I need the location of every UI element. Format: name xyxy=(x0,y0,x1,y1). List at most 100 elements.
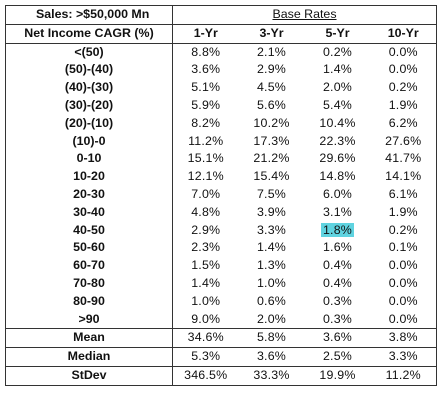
table-cell: 1.4% xyxy=(256,240,287,255)
table-cell: 5.8% xyxy=(238,328,305,348)
table-cell: 12.1% xyxy=(187,169,224,184)
row-header: Net Income CAGR (%) xyxy=(5,24,173,44)
table-cell: 15.4% xyxy=(253,169,290,184)
table-cell: 0.4% xyxy=(322,258,353,273)
table-cell: 1.0% xyxy=(191,293,221,308)
table-row: 70-80 1.4% 1.0% 0.4% 0.0% xyxy=(5,274,437,293)
highlighted-cell-value: 1.8% xyxy=(320,222,355,237)
table-row: 30-40 4.8% 3.9% 3.1% 1.9% xyxy=(5,203,437,222)
table-row: 20-30 7.0% 7.5% 6.0% 6.1% xyxy=(5,185,437,204)
table-row: (30)-(20) 5.9% 5.6% 5.4% 1.9% xyxy=(5,96,437,115)
table-cell: 2.9% xyxy=(191,222,221,237)
table-cell: 6.1% xyxy=(388,186,418,201)
table-cell: 21.2% xyxy=(253,151,290,166)
table-cell: 0.2% xyxy=(388,222,418,237)
table-cell: 1.8% xyxy=(305,222,371,240)
row-label: 30-40 xyxy=(5,203,173,222)
stat-row: StDev 346.5% 33.3% 19.9% 11.2% xyxy=(5,365,437,386)
stat-label: StDev xyxy=(5,365,173,386)
table-cell: 11.2% xyxy=(188,133,224,148)
table-cell: 4.5% xyxy=(256,80,287,95)
table-cell: 17.3% xyxy=(253,133,290,148)
table-row: (50)-(40) 3.6% 2.9% 1.4% 0.0% xyxy=(5,61,437,80)
table-row: 10-20 12.1% 15.4% 14.8% 14.1% xyxy=(5,168,437,186)
row-label: (30)-(20) xyxy=(5,96,173,115)
row-label: 0-10 xyxy=(5,150,173,169)
table-cell: 29.6% xyxy=(319,151,356,166)
table-cell: 15.1% xyxy=(187,151,224,166)
table-cell: 2.9% xyxy=(256,62,287,77)
table-cell: 33.3% xyxy=(238,365,305,386)
table-cell: 7.0% xyxy=(191,186,221,201)
table-cell: 3.8% xyxy=(370,328,437,348)
table-cell: 0.6% xyxy=(256,293,287,308)
table-cell: 4.8% xyxy=(191,204,221,219)
table-cell: 5.3% xyxy=(172,347,239,367)
table-cell: 346.5% xyxy=(172,365,239,386)
table-cell: 14.1% xyxy=(385,169,422,184)
stat-row: Median 5.3% 3.6% 2.5% 3.3% xyxy=(5,347,437,367)
table-cell: 1.5% xyxy=(191,258,221,273)
row-label: (50)-(40) xyxy=(5,61,173,80)
table-cell: 0.0% xyxy=(388,293,418,308)
row-label: 80-90 xyxy=(5,292,173,311)
table-cell: 0.4% xyxy=(322,275,353,290)
table-cell: 1.3% xyxy=(256,258,287,273)
table-row: >90 9.0% 2.0% 0.3% 0.0% xyxy=(5,310,437,329)
table-cell: 2.3% xyxy=(191,240,221,255)
table-cell: 0.2% xyxy=(388,80,418,95)
table-cell: 0.3% xyxy=(322,293,353,308)
table-cell: 6.2% xyxy=(388,115,418,130)
table-cell: 3.3% xyxy=(256,222,287,237)
table-cell: 0.0% xyxy=(388,62,418,77)
header-row-title: Sales: >$50,000 Mn Base Rates xyxy=(5,5,437,25)
table-cell: 2.5% xyxy=(304,347,371,367)
table-cell: 2.0% xyxy=(256,311,287,326)
table-cell: 7.5% xyxy=(256,186,287,201)
table-cell: 2.0% xyxy=(322,80,353,95)
table-row: 60-70 1.5% 1.3% 0.4% 0.0% xyxy=(5,257,437,275)
table-row: 50-60 2.3% 1.4% 1.6% 0.1% xyxy=(5,239,437,258)
stat-row: Mean 34.6% 5.8% 3.6% 3.8% xyxy=(5,328,437,348)
table-cell: 1.6% xyxy=(322,240,353,255)
column-header-3yr: 3-Yr xyxy=(238,24,305,44)
column-header-5yr: 5-Yr xyxy=(304,24,371,44)
column-header-1yr: 1-Yr xyxy=(172,24,239,44)
table-cell: 3.1% xyxy=(322,204,353,219)
table-cell: 1.0% xyxy=(256,275,287,290)
table-cell: 0.0% xyxy=(388,44,418,59)
row-label: 70-80 xyxy=(5,274,173,293)
table-cell: 19.9% xyxy=(304,365,371,386)
table-cell: 5.9% xyxy=(191,97,221,112)
table-cell: 34.6% xyxy=(172,328,239,348)
table-cell: 2.1% xyxy=(256,44,287,59)
table-cell: 11.2% xyxy=(370,365,437,386)
row-label: <(50) xyxy=(5,43,173,62)
table-cell: 0.0% xyxy=(388,275,418,290)
row-label: (10)-0 xyxy=(5,132,173,151)
row-label: 20-30 xyxy=(5,185,173,204)
table-cell: 3.6% xyxy=(304,328,371,348)
row-label: (20)-(10) xyxy=(5,114,173,133)
table-cell: 9.0% xyxy=(191,311,221,326)
table-row: <(50) 8.8% 2.1% 0.2% 0.0% xyxy=(5,43,437,62)
group-header: Base Rates xyxy=(172,5,437,25)
table-cell: 5.6% xyxy=(256,97,287,112)
table-cell: 1.9% xyxy=(388,97,418,112)
base-rates-table-frame: Sales: >$50,000 Mn Base Rates Net Income… xyxy=(5,5,437,415)
row-label: 40-50 xyxy=(5,221,173,240)
group-header-label: Base Rates xyxy=(272,7,337,21)
table-row: (40)-(30) 5.1% 4.5% 2.0% 0.2% xyxy=(5,79,437,97)
table-cell: 41.7% xyxy=(385,151,422,166)
table-cell: 0.1% xyxy=(388,240,418,255)
table-cell: 27.6% xyxy=(385,133,422,148)
table-cell: 6.0% xyxy=(322,186,353,201)
table-cell: 3.3% xyxy=(370,347,437,367)
table-row: 80-90 1.0% 0.6% 0.3% 0.0% xyxy=(5,292,437,311)
stat-label: Mean xyxy=(5,328,173,348)
header-row-columns: Net Income CAGR (%) 1-Yr 3-Yr 5-Yr 10-Yr xyxy=(5,24,437,44)
table-cell: 8.8% xyxy=(191,44,221,59)
table-row: (20)-(10) 8.2% 10.2% 10.4% 6.2% xyxy=(5,114,437,133)
table-cell: 14.8% xyxy=(319,169,356,184)
row-label: (40)-(30) xyxy=(5,79,173,97)
